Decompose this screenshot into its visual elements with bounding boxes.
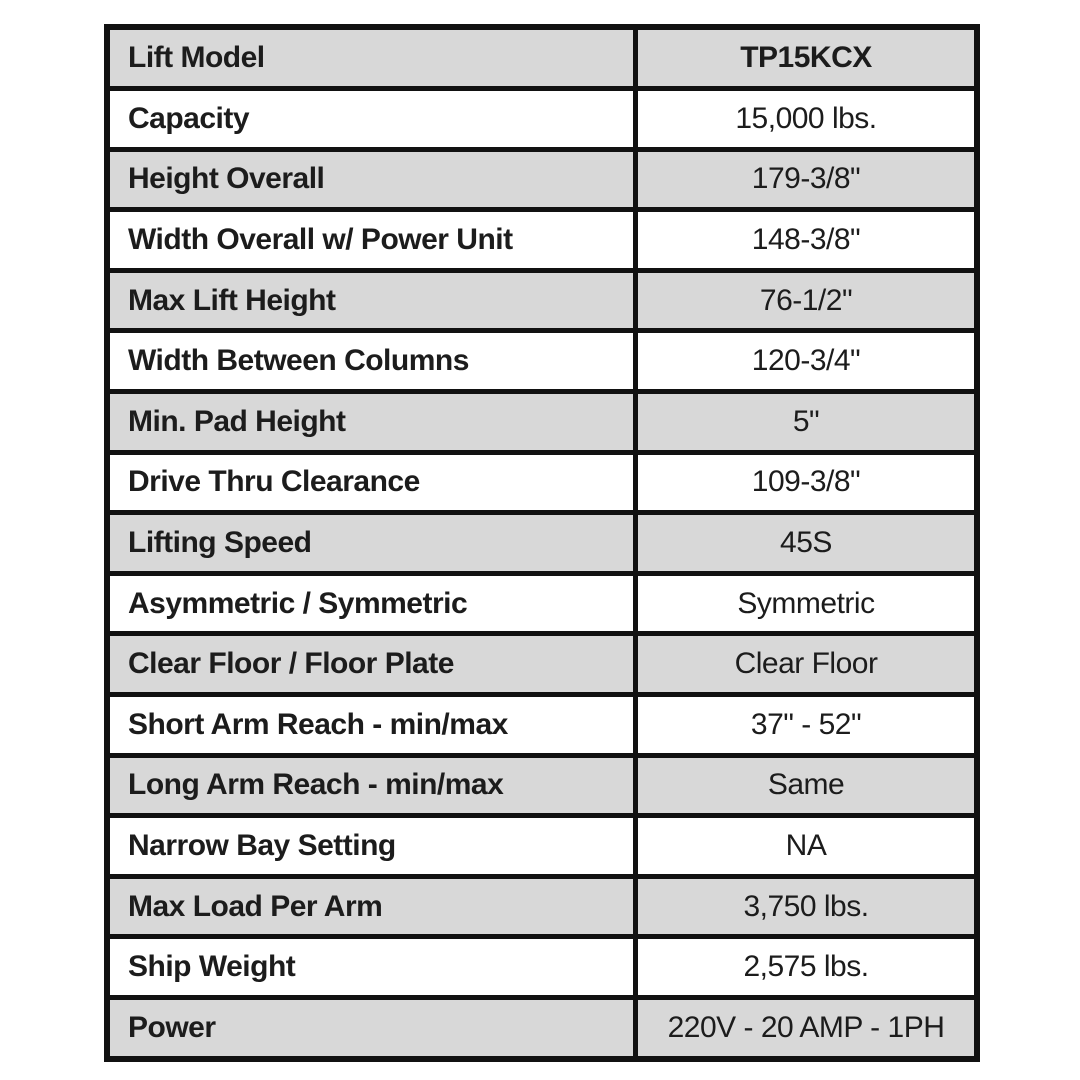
table-row: Max Lift Height 76-1/2" <box>104 267 980 334</box>
spec-value: 3,750 lbs. <box>633 873 980 940</box>
spec-value: 45S <box>633 510 980 576</box>
table-row: Max Load Per Arm 3,750 lbs. <box>104 873 980 940</box>
spec-label: Max Lift Height <box>104 267 638 334</box>
table-row: Lifting Speed 45S <box>104 510 980 576</box>
table-row: Asymmetric / Symmetric Symmetric <box>104 570 980 637</box>
spec-value: 179-3/8" <box>633 146 980 213</box>
spec-label: Drive Thru Clearance <box>104 449 638 516</box>
table-row: Width Overall w/ Power Unit 148-3/8" <box>104 207 980 273</box>
spec-label: Height Overall <box>104 146 638 213</box>
spec-label: Width Overall w/ Power Unit <box>104 207 638 273</box>
spec-label: Ship Weight <box>104 934 638 1001</box>
table-row: Capacity 15,000 lbs. <box>104 85 980 152</box>
spec-value: 120-3/4" <box>633 328 980 394</box>
spec-label: Short Arm Reach - min/max <box>104 692 638 758</box>
spec-value: 2,575 lbs. <box>633 934 980 1001</box>
table-row: Short Arm Reach - min/max 37" - 52" <box>104 692 980 758</box>
spec-label: Clear Floor / Floor Plate <box>104 631 638 697</box>
table-row: Power 220V - 20 AMP - 1PH <box>104 995 980 1062</box>
spec-value: 76-1/2" <box>633 267 980 334</box>
spec-value: 148-3/8" <box>633 207 980 273</box>
lift-specifications-table: Lift Model TP15KCX Capacity 15,000 lbs. … <box>104 24 980 1062</box>
spec-value: 109-3/8" <box>633 449 980 516</box>
spec-value: Clear Floor <box>633 631 980 697</box>
spec-label: Power <box>104 995 638 1062</box>
table-row: Ship Weight 2,575 lbs. <box>104 934 980 1001</box>
spec-value: Same <box>633 752 980 819</box>
spec-value: 15,000 lbs. <box>633 85 980 152</box>
spec-label: Capacity <box>104 85 638 152</box>
spec-table-body: Lift Model TP15KCX Capacity 15,000 lbs. … <box>104 24 980 1062</box>
table-row: Drive Thru Clearance 109-3/8" <box>104 449 980 516</box>
spec-value: NA <box>633 813 980 879</box>
spec-label: Width Between Columns <box>104 328 638 394</box>
table-row: Narrow Bay Setting NA <box>104 813 980 879</box>
table-row: Clear Floor / Floor Plate Clear Floor <box>104 631 980 697</box>
spec-value: TP15KCX <box>633 24 980 91</box>
spec-label: Max Load Per Arm <box>104 873 638 940</box>
spec-value: 220V - 20 AMP - 1PH <box>633 995 980 1062</box>
spec-label: Narrow Bay Setting <box>104 813 638 879</box>
spec-label: Long Arm Reach - min/max <box>104 752 638 819</box>
table-row: Long Arm Reach - min/max Same <box>104 752 980 819</box>
spec-label: Lifting Speed <box>104 510 638 576</box>
spec-label: Asymmetric / Symmetric <box>104 570 638 637</box>
table-row: Lift Model TP15KCX <box>104 24 980 91</box>
spec-value: Symmetric <box>633 570 980 637</box>
spec-value: 5" <box>633 388 980 455</box>
table-row: Min. Pad Height 5" <box>104 388 980 455</box>
table-row: Width Between Columns 120-3/4" <box>104 328 980 394</box>
spec-label: Min. Pad Height <box>104 388 638 455</box>
spec-value: 37" - 52" <box>633 692 980 758</box>
spec-label: Lift Model <box>104 24 638 91</box>
table-row: Height Overall 179-3/8" <box>104 146 980 213</box>
